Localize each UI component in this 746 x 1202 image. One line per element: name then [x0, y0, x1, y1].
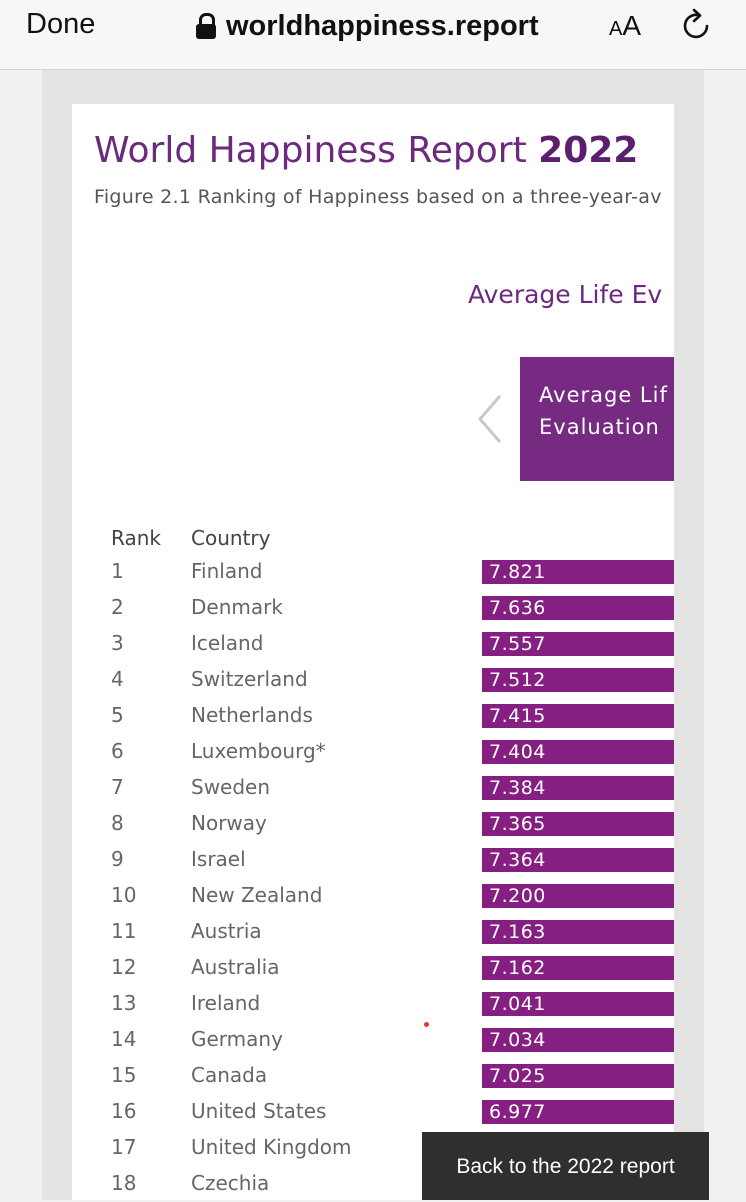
lock-icon [196, 13, 216, 39]
table-row[interactable]: 16 United States 6.977 [72, 1094, 674, 1130]
table-row[interactable]: 5 Netherlands 7.415 [72, 698, 674, 734]
score-bar[interactable]: 7.200 [482, 884, 674, 908]
score-bar[interactable]: 7.041 [482, 992, 674, 1016]
legend-average-life-evaluation[interactable]: Average Lif Evaluation [520, 357, 674, 481]
rank-cell: 2 [111, 595, 124, 619]
country-cell: Netherlands [191, 703, 313, 727]
country-cell: Norway [191, 811, 267, 835]
page-title: World Happiness Report 2022 [94, 130, 638, 171]
country-cell: Australia [191, 955, 280, 979]
back-to-report-button[interactable]: Back to the 2022 report [422, 1132, 709, 1200]
text-size-icon[interactable]: AA [609, 10, 641, 42]
score-bar[interactable]: 7.821 [482, 560, 674, 584]
rank-cell: 13 [111, 991, 137, 1015]
rank-cell: 5 [111, 703, 124, 727]
title-main: World Happiness Report [94, 130, 527, 171]
country-cell: Israel [191, 847, 246, 871]
chevron-left-icon[interactable] [474, 392, 508, 446]
country-cell: New Zealand [191, 883, 323, 907]
rank-cell: 10 [111, 883, 137, 907]
country-cell: Denmark [191, 595, 283, 619]
rank-cell: 14 [111, 1027, 137, 1051]
rank-cell: 7 [111, 775, 124, 799]
legend-line-1: Average Lif [539, 383, 668, 407]
country-cell: Switzerland [191, 667, 308, 691]
country-cell: United Kingdom [191, 1135, 352, 1159]
table-row[interactable]: 1 Finland 7.821 [72, 554, 674, 590]
table-row[interactable]: 6 Luxembourg* 7.404 [72, 734, 674, 770]
table-row[interactable]: 12 Australia 7.162 [72, 950, 674, 986]
score-bar[interactable]: 7.364 [482, 848, 674, 872]
title-year: 2022 [538, 130, 639, 171]
done-button[interactable]: Done [26, 8, 96, 40]
rank-cell: 8 [111, 811, 124, 835]
address-bar[interactable]: worldhappiness.report [196, 8, 539, 44]
table-row[interactable]: 14 Germany 7.034 [72, 1022, 674, 1058]
column-header-rank: Rank [111, 526, 161, 550]
country-cell: Ireland [191, 991, 261, 1015]
table-row[interactable]: 9 Israel 7.364 [72, 842, 674, 878]
report-panel: World Happiness Report 2022 Figure 2.1 R… [72, 104, 674, 1200]
score-bar[interactable]: 7.025 [482, 1064, 674, 1088]
figure-caption: Figure 2.1 Ranking of Happiness based on… [94, 186, 662, 208]
rank-cell: 15 [111, 1063, 137, 1087]
table-row[interactable]: 18 Czechia [72, 1166, 674, 1200]
country-cell: Sweden [191, 775, 271, 799]
text-size-big-letter: A [622, 10, 642, 41]
country-cell: Iceland [191, 631, 264, 655]
column-header-country: Country [191, 526, 271, 550]
legend-line-2: Evaluation [539, 415, 660, 439]
country-cell: Luxembourg* [191, 739, 326, 763]
country-cell: Czechia [191, 1171, 270, 1195]
table-row[interactable]: 4 Switzerland 7.512 [72, 662, 674, 698]
rank-cell: 12 [111, 955, 137, 979]
rank-cell: 16 [111, 1099, 137, 1123]
url-text[interactable]: worldhappiness.report [226, 9, 539, 42]
text-size-small-letter: A [609, 18, 623, 40]
country-cell: Germany [191, 1027, 283, 1051]
score-bar[interactable]: 6.977 [482, 1100, 674, 1124]
country-cell: Austria [191, 919, 262, 943]
rank-cell: 11 [111, 919, 137, 943]
score-bar[interactable]: 7.557 [482, 632, 674, 656]
rank-cell: 6 [111, 739, 124, 763]
section-heading: Average Life Ev [468, 280, 663, 309]
table-row[interactable]: 17 United Kingdom [72, 1130, 674, 1166]
country-cell: United States [191, 1099, 327, 1123]
browser-toolbar: Done worldhappiness.report AA [0, 0, 746, 70]
rank-cell: 3 [111, 631, 124, 655]
table-row[interactable]: 11 Austria 7.163 [72, 914, 674, 950]
rank-cell: 17 [111, 1135, 137, 1159]
reload-icon[interactable] [680, 8, 714, 42]
score-bar[interactable]: 7.415 [482, 704, 674, 728]
score-bar[interactable]: 7.365 [482, 812, 674, 836]
score-bar[interactable]: 7.404 [482, 740, 674, 764]
rank-cell: 18 [111, 1171, 137, 1195]
table-row[interactable]: 2 Denmark 7.636 [72, 590, 674, 626]
table-row[interactable]: 7 Sweden 7.384 [72, 770, 674, 806]
score-bar[interactable]: 7.163 [482, 920, 674, 944]
score-bar[interactable]: 7.162 [482, 956, 674, 980]
rank-cell: 9 [111, 847, 124, 871]
country-cell: Canada [191, 1063, 268, 1087]
score-bar[interactable]: 7.384 [482, 776, 674, 800]
country-cell: Finland [191, 559, 263, 583]
table-row[interactable]: 8 Norway 7.365 [72, 806, 674, 842]
rank-cell: 4 [111, 667, 124, 691]
marker-dot [424, 1022, 429, 1027]
score-bar[interactable]: 7.636 [482, 596, 674, 620]
table-row[interactable]: 15 Canada 7.025 [72, 1058, 674, 1094]
table-row[interactable]: 10 New Zealand 7.200 [72, 878, 674, 914]
rank-cell: 1 [111, 559, 124, 583]
score-bar[interactable]: 7.034 [482, 1028, 674, 1052]
score-bar[interactable]: 7.512 [482, 668, 674, 692]
table-row[interactable]: 13 Ireland 7.041 [72, 986, 674, 1022]
table-row[interactable]: 3 Iceland 7.557 [72, 626, 674, 662]
